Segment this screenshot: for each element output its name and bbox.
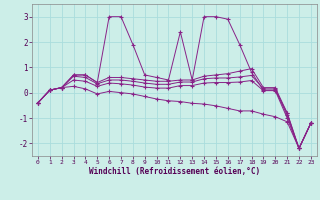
X-axis label: Windchill (Refroidissement éolien,°C): Windchill (Refroidissement éolien,°C) — [89, 167, 260, 176]
